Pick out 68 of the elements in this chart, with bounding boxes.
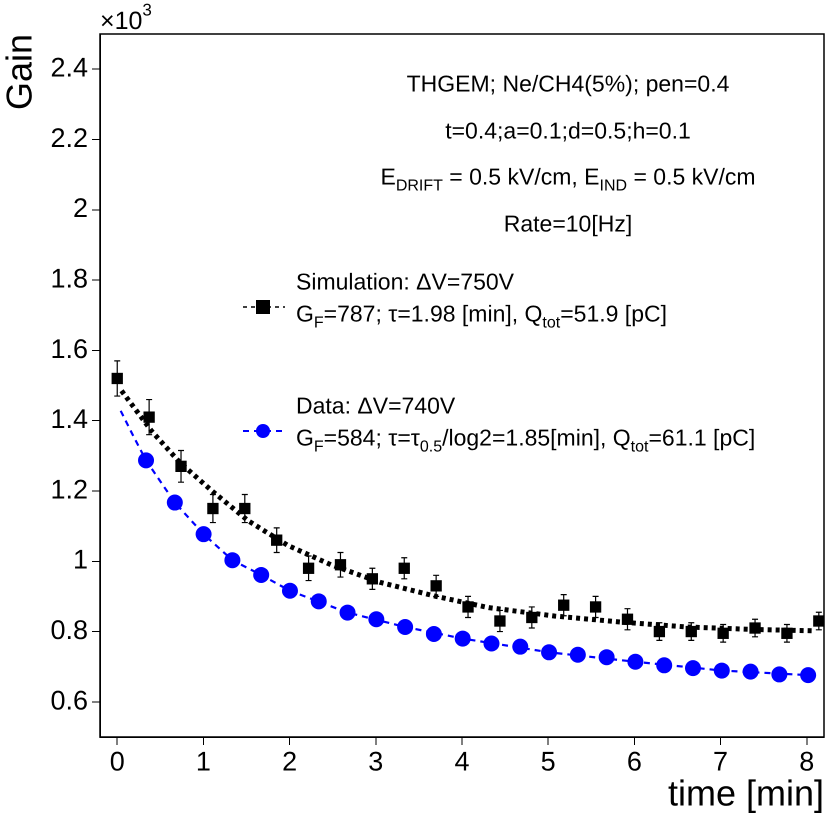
y-tick-label: 2.4 xyxy=(50,52,88,83)
y-tick-label: 1.2 xyxy=(50,474,88,504)
point xyxy=(627,654,644,670)
y-tick-label: 1.4 xyxy=(50,404,88,434)
point xyxy=(397,618,414,635)
point xyxy=(558,600,570,611)
point xyxy=(590,601,602,613)
y-axis-title: Gain xyxy=(0,34,40,110)
x-tick-label: 0 xyxy=(110,746,125,777)
point xyxy=(239,502,250,514)
point xyxy=(749,622,761,634)
point xyxy=(454,630,471,647)
point xyxy=(686,626,697,638)
y-tick-label: 1 xyxy=(72,544,88,575)
point xyxy=(112,372,123,384)
point xyxy=(494,615,506,627)
point xyxy=(656,657,672,674)
point xyxy=(253,566,270,583)
point xyxy=(207,502,219,514)
point xyxy=(426,626,442,642)
point xyxy=(398,562,410,574)
point xyxy=(570,646,586,663)
point xyxy=(714,662,730,679)
y-tick-label: 0.6 xyxy=(50,685,88,716)
x-tick-label: 4 xyxy=(454,746,470,777)
point xyxy=(368,611,384,628)
point xyxy=(541,644,558,660)
x-tick-label: 2 xyxy=(282,746,298,777)
x-tick-label: 3 xyxy=(368,746,384,777)
point xyxy=(366,573,378,584)
y-tick-label: 1.6 xyxy=(50,334,88,364)
y-tick-label: 0.8 xyxy=(50,615,88,646)
point xyxy=(483,636,500,652)
point xyxy=(781,628,793,639)
x-tick-label: 1 xyxy=(196,746,211,777)
point xyxy=(334,559,346,570)
point xyxy=(526,612,538,624)
point xyxy=(622,614,634,625)
point xyxy=(138,452,154,468)
point xyxy=(310,593,327,610)
point xyxy=(813,615,824,627)
point xyxy=(224,552,240,568)
point xyxy=(166,494,183,511)
y-tick-label: 1.8 xyxy=(50,264,88,294)
point xyxy=(302,562,314,574)
annotation: Rate=10[Hz] xyxy=(504,210,632,236)
point xyxy=(800,667,816,684)
point xyxy=(742,664,759,680)
x-tick-label: 6 xyxy=(626,746,642,777)
point xyxy=(462,601,474,613)
y-tick-label: 2.2 xyxy=(50,122,88,153)
y-tick-label: 2 xyxy=(72,193,88,224)
point xyxy=(196,526,212,542)
point xyxy=(175,460,187,472)
x-tick-label: 5 xyxy=(540,746,556,777)
point xyxy=(143,411,155,423)
annotation: THGEM; Ne/CH4(5%); pen=0.4 xyxy=(406,70,730,96)
point xyxy=(771,666,788,682)
point xyxy=(718,628,729,639)
point xyxy=(598,649,615,666)
point xyxy=(684,660,701,676)
point xyxy=(512,638,528,655)
point xyxy=(271,534,282,546)
point xyxy=(430,580,442,592)
annotation: t=0.4;a=0.1;d=0.5;h=0.1 xyxy=(445,117,691,144)
point xyxy=(340,604,356,621)
point xyxy=(282,582,298,599)
point xyxy=(654,626,666,638)
